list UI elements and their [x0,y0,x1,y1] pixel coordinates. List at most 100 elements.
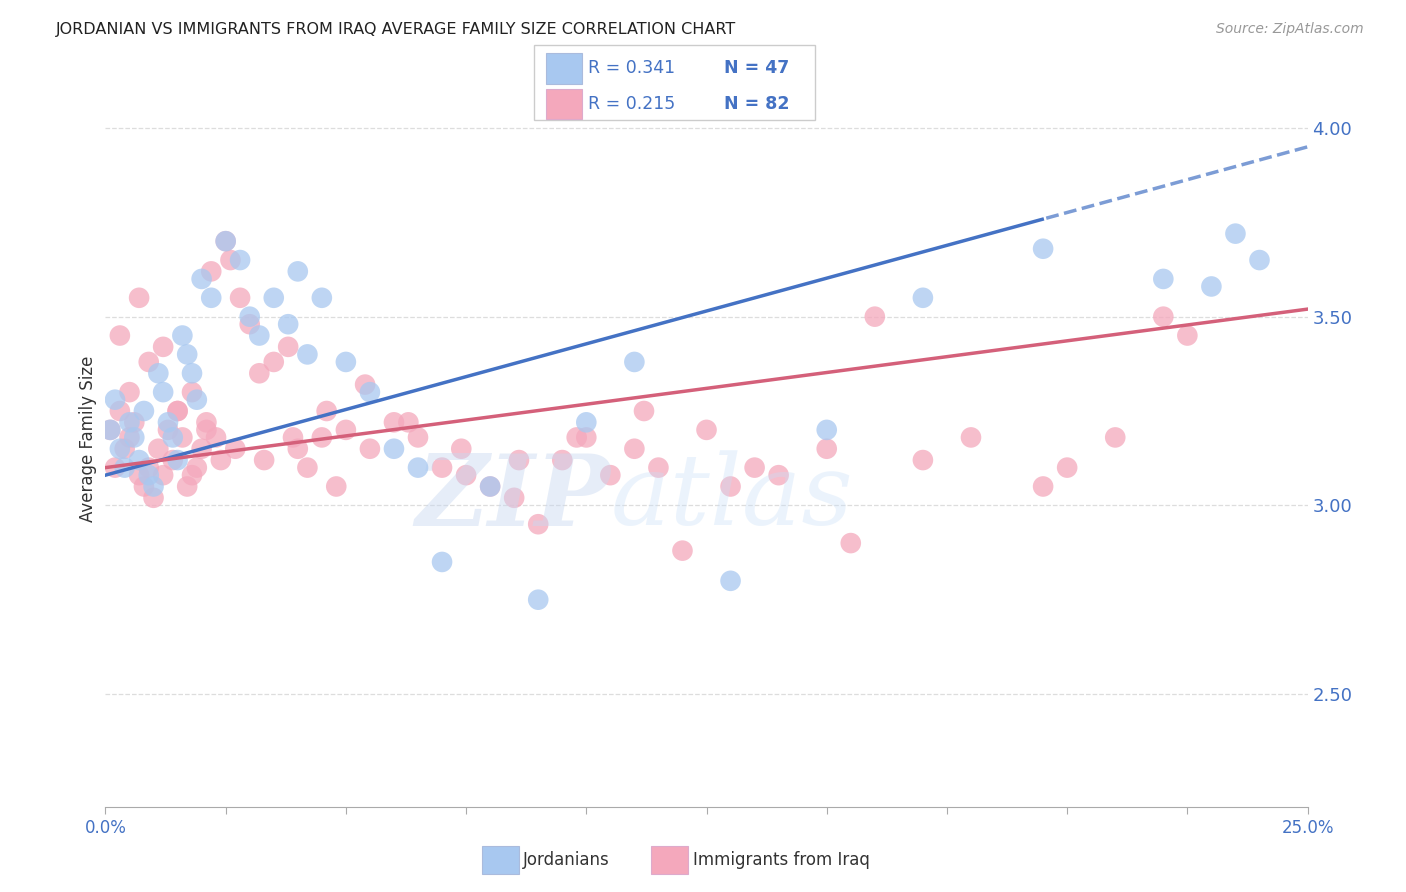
Point [214,234,236,248]
Point [281,430,304,444]
Point [152,468,174,483]
Point [190,272,212,286]
Point [181,366,204,380]
Point [503,491,526,505]
Point [239,317,262,331]
Point [166,404,188,418]
Point [209,453,232,467]
Point [671,543,693,558]
Point [430,555,453,569]
Text: JORDANIAN VS IMMIGRANTS FROM IRAQ AVERAGE FAMILY SIZE CORRELATION CHART: JORDANIAN VS IMMIGRANTS FROM IRAQ AVERAG… [56,22,737,37]
Point [647,460,669,475]
Point [359,385,381,400]
Point [114,442,136,456]
Point [176,479,198,493]
Point [633,404,655,418]
Point [575,430,598,444]
Point [508,453,530,467]
Point [911,453,934,467]
Point [132,479,155,493]
Point [166,453,188,467]
Point [118,385,141,400]
Point [166,404,188,418]
Point [430,460,453,475]
Point [152,340,174,354]
Point [104,392,127,407]
Text: N = 82: N = 82 [724,95,790,113]
Point [623,355,645,369]
Point [172,430,194,444]
Text: R = 0.215: R = 0.215 [588,95,675,113]
Point [118,415,141,429]
Point [1032,242,1054,256]
Point [527,592,550,607]
Point [1104,430,1126,444]
Point [224,442,246,456]
Point [335,355,357,369]
Text: Immigrants from Iraq: Immigrants from Iraq [693,851,870,869]
Point [98,423,121,437]
Text: N = 47: N = 47 [724,60,789,78]
Point [152,385,174,400]
Point [108,328,131,343]
Point [128,468,150,483]
Point [200,291,222,305]
Point [247,328,270,343]
Point [551,453,574,467]
Point [229,253,252,268]
Point [311,430,333,444]
Point [1175,328,1198,343]
Point [229,291,252,305]
Point [863,310,886,324]
Point [124,415,146,429]
Point [247,366,270,380]
Point [156,423,179,437]
Point [124,430,146,444]
Point [297,460,319,475]
Point [162,430,184,444]
Point [1056,460,1078,475]
Point [454,468,477,483]
Point [239,310,262,324]
Point [297,347,319,361]
Point [720,479,742,493]
Text: R = 0.341: R = 0.341 [588,60,675,78]
Point [219,253,242,268]
Point [118,430,141,444]
Point [406,430,429,444]
Point [382,442,405,456]
Point [138,460,160,475]
Point [839,536,862,550]
Point [287,442,309,456]
Point [911,291,934,305]
Point [1249,253,1271,268]
Point [406,460,429,475]
Point [720,574,742,588]
Point [575,415,598,429]
Point [263,355,285,369]
Point [156,415,179,429]
Point [354,377,377,392]
Point [263,291,285,305]
Point [128,453,150,467]
Point [1225,227,1247,241]
Point [181,385,204,400]
Point [200,264,222,278]
Point [325,479,347,493]
Point [382,415,405,429]
Point [195,423,218,437]
Point [565,430,588,444]
Y-axis label: Average Family Size: Average Family Size [79,356,97,523]
Point [599,468,621,483]
Point [214,234,236,248]
Point [287,264,309,278]
Point [142,491,165,505]
Point [128,291,150,305]
Point [132,404,155,418]
Point [181,468,204,483]
Point [277,317,299,331]
Point [205,430,228,444]
Point [744,460,766,475]
Point [479,479,502,493]
Point [138,355,160,369]
